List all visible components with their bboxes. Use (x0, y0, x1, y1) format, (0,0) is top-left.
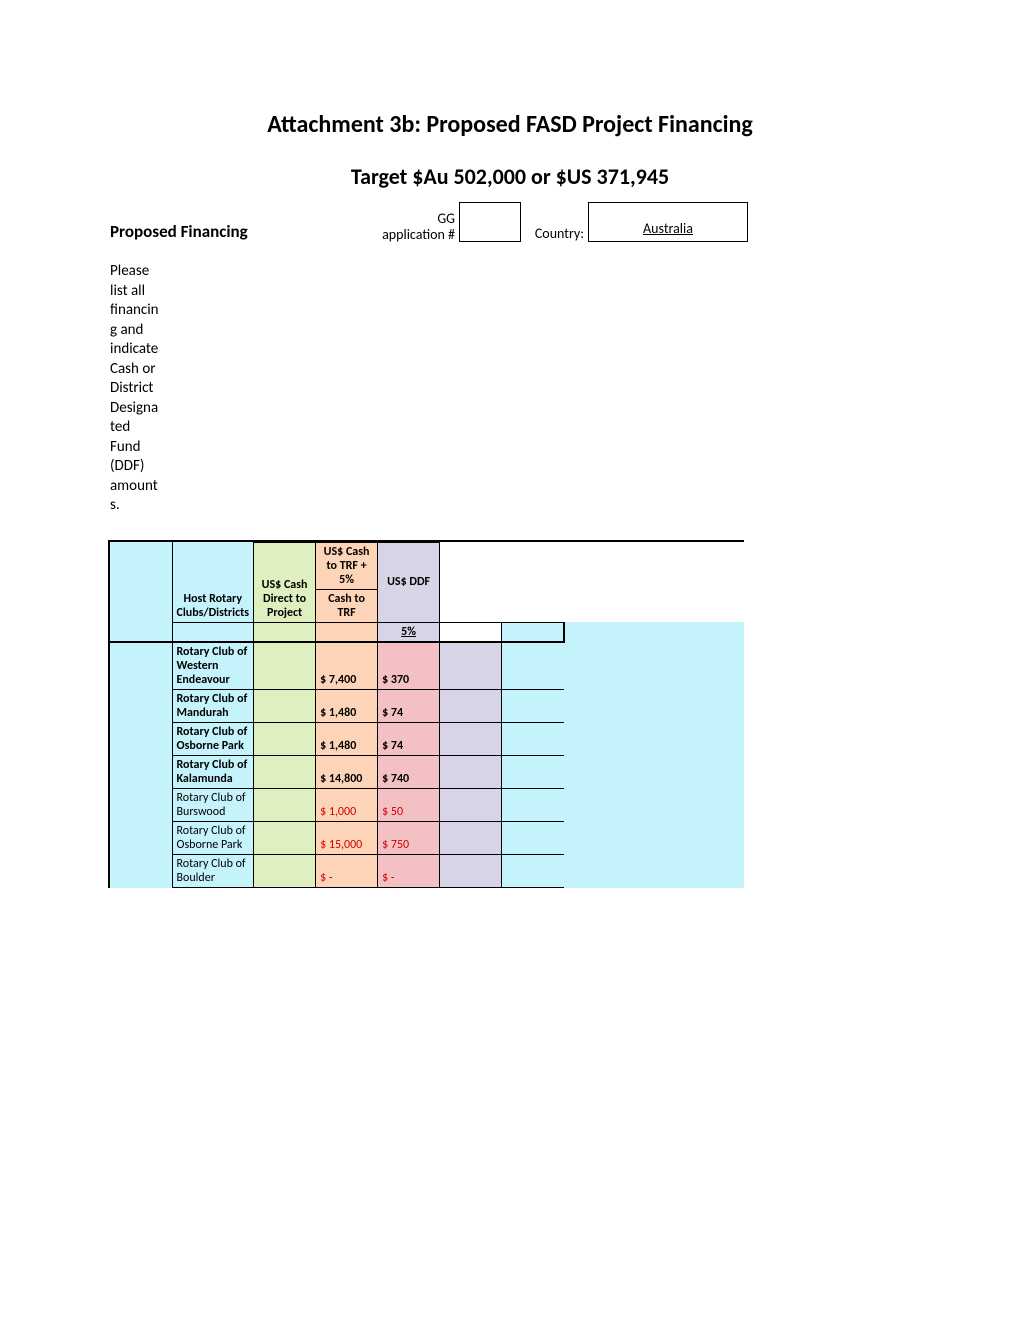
header-trf: US$ Cash to TRF + 5% (316, 542, 378, 589)
table-row-club: Rotary Club of Western Endeavour (172, 642, 254, 690)
table-row-direct (254, 689, 316, 722)
table-row-club: Rotary Club of Burswood (172, 788, 254, 821)
table-row-club: Rotary Club of Osborne Park (172, 722, 254, 755)
instructions-text: Please list all financing and indicate C… (110, 262, 162, 516)
table-row-trf: $ 1,480 (316, 722, 378, 755)
gg-application-label: GG application # (380, 211, 455, 242)
table-row-c5 (440, 642, 502, 690)
table-row-club: Rotary Club of Kalamunda (172, 755, 254, 788)
table-row-ddf: $ 740 (378, 755, 440, 788)
table-row: Rotary Club of Burswood $ 1,000$ 50 (110, 788, 744, 821)
table-row-c5 (440, 722, 502, 755)
table-row: Rotary Club of Kalamunda $ 14,800$ 740 (110, 755, 744, 788)
proposed-financing-label: Proposed Financing (110, 221, 380, 242)
table-row-trf: $ - (316, 854, 378, 887)
table-row-direct (254, 722, 316, 755)
table-row-ddf: $ 750 (378, 821, 440, 854)
table-row-trf: $ 14,800 (316, 755, 378, 788)
table-row: Rotary Club of Osborne Park $ 1,480$ 74 (110, 722, 744, 755)
table-row: Rotary Club of Boulder $ -$ - (110, 854, 744, 887)
table-row-direct (254, 821, 316, 854)
table-row-direct (254, 854, 316, 887)
table-row-direct (254, 642, 316, 690)
header-cashtrf: Cash to TRF (316, 589, 378, 622)
table-row-c5 (440, 689, 502, 722)
table-row-c6 (502, 642, 564, 690)
table-row-club: Rotary Club of Mandurah (172, 689, 254, 722)
country-label: Country: (529, 225, 584, 242)
table-row-trf: $ 7,400 (316, 642, 378, 690)
financing-table: Host Rotary Clubs/Districts US$ Cash Dir… (108, 540, 744, 888)
table-row-trf: $ 1,480 (316, 689, 378, 722)
table-row-ddf: $ 370 (378, 642, 440, 690)
table-row-c5 (440, 854, 502, 887)
gg-application-field[interactable] (459, 202, 521, 242)
form-row: Proposed Financing GG application # Coun… (110, 202, 910, 242)
country-field[interactable]: Australia (588, 202, 748, 242)
header-pct: 5% (378, 622, 440, 642)
header-ddf: US$ DDF (378, 542, 440, 622)
table-row-c6 (502, 821, 564, 854)
table-row-ddf: $ 74 (378, 722, 440, 755)
page-subtitle: Target $Au 502,000 or $US 371,945 (110, 163, 910, 190)
table-row: Rotary Club of Osborne Park $ 15,000$ 750 (110, 821, 744, 854)
page-title: Attachment 3b: Proposed FASD Project Fin… (110, 110, 910, 139)
table-row: Rotary Club of Mandurah $ 1,480$ 74 (110, 689, 744, 722)
table-row-c6 (502, 722, 564, 755)
table-row-c6 (502, 689, 564, 722)
table-row: Rotary Club of Western Endeavour $ 7,400$… (110, 642, 744, 690)
header-clubs: Host Rotary Clubs/Districts (172, 542, 254, 622)
table-row-c6 (502, 854, 564, 887)
table-row-club: Rotary Club of Boulder (172, 854, 254, 887)
table-row-c5 (440, 788, 502, 821)
table-row-c6 (502, 755, 564, 788)
table-row-ddf: $ - (378, 854, 440, 887)
table-row-club: Rotary Club of Osborne Park (172, 821, 254, 854)
table-row-direct (254, 788, 316, 821)
table-row-c6 (502, 788, 564, 821)
table-row-c5 (440, 755, 502, 788)
header-direct: US$ Cash Direct to Project (254, 542, 316, 622)
table-row-direct (254, 755, 316, 788)
table-row-ddf: $ 50 (378, 788, 440, 821)
table-row-ddf: $ 74 (378, 689, 440, 722)
table-row-c5 (440, 821, 502, 854)
table-row-trf: $ 15,000 (316, 821, 378, 854)
table-row-trf: $ 1,000 (316, 788, 378, 821)
